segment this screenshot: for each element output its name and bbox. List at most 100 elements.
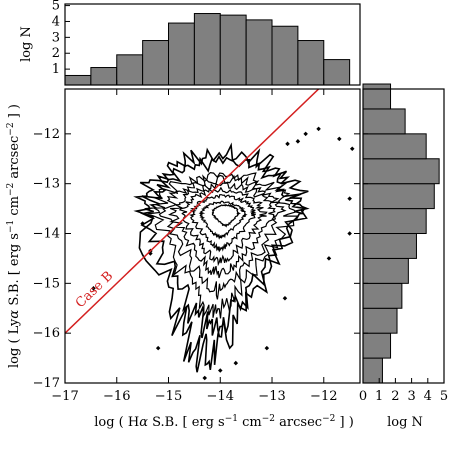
right-histogram-bar: [362, 332, 392, 359]
outlier-points: [91, 126, 355, 381]
y-tick-label: −15: [33, 276, 60, 291]
main-ylabel: log ( Lyα S.B. [ erg s−1 cm−2 arcsec−2 ]…: [6, 104, 22, 368]
outlier-point: [233, 360, 239, 366]
ylabel-part: cm: [7, 196, 22, 220]
outlier-point: [155, 345, 161, 351]
right-histogram-frame: [362, 88, 445, 384]
y-tick-label: −17: [33, 376, 60, 391]
x-tick-label: −16: [103, 389, 130, 404]
top-histogram-bars: [64, 13, 351, 86]
right-histogram-bar: [362, 83, 392, 110]
xlabel-part: α: [139, 415, 148, 430]
top-y-tick-label: 1: [52, 62, 60, 77]
right-x-tick-label: 5: [440, 389, 448, 404]
top-histogram-bar: [193, 13, 221, 86]
top-histogram-bar: [90, 67, 118, 86]
main-ticks: −17 −16 −15 −14 −13 −12 −17 −16 −15 −14 −13 −12: [33, 89, 360, 404]
xlabel-part: −2: [262, 414, 275, 424]
top-histogram-bar: [168, 22, 195, 86]
right-histogram-bar: [362, 208, 427, 235]
ylabel-part: −1: [6, 220, 16, 233]
contour-line: [211, 203, 242, 228]
outlier-point: [347, 196, 352, 201]
outlier-point: [326, 256, 332, 261]
top-histogram-bar: [323, 59, 351, 86]
contour-line: [168, 182, 277, 279]
main-contour-panel: Case B −17 −16 −15 −14 −13 −12−17−16−15−14−13…: [6, 88, 361, 430]
right-histogram-bar: [362, 282, 403, 309]
ylabel-part: S.B. [ erg s: [7, 233, 22, 310]
xlabel-part: ] ): [335, 415, 353, 430]
outlier-point: [303, 131, 308, 137]
top-y-tick-label: 2: [52, 46, 60, 61]
x-tick-label: −17: [51, 389, 78, 404]
y-tick-label: −16: [33, 326, 60, 341]
right-histogram-bar: [362, 158, 440, 185]
right-x-tick-label: 2: [391, 389, 399, 404]
outlier-point: [218, 368, 223, 373]
right-histogram-bar: [362, 233, 417, 259]
top-histogram-bar: [64, 74, 92, 86]
contour-lines: [133, 142, 310, 373]
contour-line: [188, 194, 257, 253]
xlabel-part: S.B. [ erg s: [148, 415, 225, 430]
ylabel-part: −2: [6, 122, 16, 135]
outlier-point: [347, 231, 352, 236]
x-tick-label: −15: [155, 389, 182, 404]
outlier-point: [316, 126, 321, 132]
outlier-point: [202, 375, 207, 381]
right-histogram-bar: [362, 183, 435, 210]
case-b-line: [65, 89, 320, 334]
outlier-point: [349, 146, 355, 152]
ylabel-part: −2: [6, 183, 16, 196]
top-histogram-bar: [245, 19, 273, 86]
top-histogram-frame: [64, 3, 361, 86]
top-histogram-bar: [142, 40, 170, 86]
main-frame: [64, 88, 361, 384]
ylabel-part: ] ): [7, 104, 22, 122]
y-tick-label: −12: [33, 127, 60, 142]
right-histogram-bar: [362, 133, 427, 160]
outlier-point: [264, 345, 270, 351]
outlier-point: [282, 296, 288, 301]
right-histogram-bar: [362, 108, 406, 135]
right-histogram-bars: [362, 83, 440, 384]
top-y-tick-label: 3: [52, 30, 60, 45]
top-histogram-bar: [297, 40, 325, 86]
main-xlabel: log ( Hα S.B. [ erg s−1 cm−2 arcsec−2 ] …: [94, 414, 354, 430]
x-tick-label: −14: [207, 389, 234, 404]
outlier-point: [91, 286, 96, 291]
x-tick-label: −13: [258, 389, 285, 404]
xlabel-part: cm: [238, 415, 262, 430]
right-x-tick-label: 0: [359, 389, 367, 404]
right-x-tick-label: 4: [424, 389, 432, 404]
xlabel-part: −1: [225, 414, 238, 424]
y-tick-label: −13: [33, 177, 60, 192]
contour-line: [178, 186, 268, 267]
right-histogram-bar: [362, 257, 409, 284]
x-tick-label: −12: [310, 389, 337, 404]
right-x-tick-label: 1: [375, 389, 383, 404]
contour-line: [158, 174, 287, 300]
y-tick-label: −14: [33, 227, 60, 242]
top-histogram-bar: [116, 54, 144, 86]
outlier-point: [337, 136, 342, 142]
top-histogram-ylabel: log N: [19, 26, 34, 62]
contour-line: [198, 200, 248, 240]
contour-line: [139, 155, 310, 339]
top-y-tick-label: 4: [52, 14, 60, 29]
xlabel-part: −2: [322, 414, 335, 424]
top-histogram-bar: [271, 25, 299, 86]
ylabel-part: log ( Ly: [7, 318, 22, 368]
contour-line: [147, 171, 300, 319]
right-x-tick-label: 3: [407, 389, 415, 404]
xlabel-part: log ( H: [94, 415, 139, 430]
right-histogram-bar: [362, 307, 398, 334]
xlabel-part: arcsec: [275, 415, 322, 430]
ylabel-part: α: [7, 310, 22, 319]
